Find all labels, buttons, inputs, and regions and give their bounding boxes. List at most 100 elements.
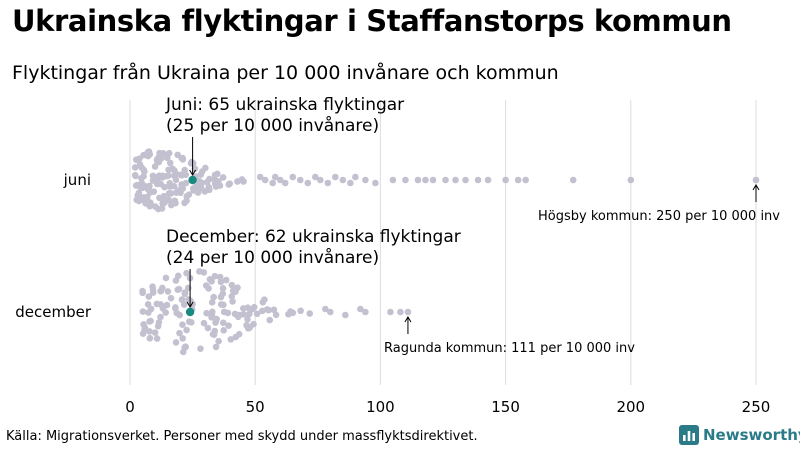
- data-point: [174, 272, 182, 280]
- data-point: [140, 321, 147, 328]
- data-point: [166, 183, 174, 190]
- data-point: [197, 345, 204, 352]
- chart-subtitle: Flyktingar från Ukraina per 10 000 invån…: [12, 62, 559, 84]
- data-point: [140, 151, 147, 159]
- data-point: [144, 186, 152, 193]
- data-point: [157, 180, 165, 188]
- data-point: [159, 149, 167, 157]
- max-annotation: Högsby kommun: 250 per 10 000 inv: [538, 209, 780, 224]
- data-point: [235, 330, 243, 338]
- data-point: [332, 173, 339, 181]
- data-point: [484, 176, 492, 184]
- data-point: [462, 176, 469, 184]
- data-point: [362, 176, 369, 184]
- data-point: [166, 159, 174, 167]
- data-point: [230, 287, 237, 295]
- data-point: [141, 326, 148, 334]
- data-point: [228, 281, 236, 289]
- data-point: [181, 199, 188, 207]
- data-point: [219, 290, 227, 298]
- data-point: [372, 179, 379, 187]
- data-point: [159, 284, 166, 292]
- data-point: [165, 166, 172, 174]
- data-point: [627, 176, 635, 184]
- highlight-point: [188, 175, 197, 185]
- x-gridlines: [129, 100, 757, 385]
- data-point: [180, 301, 188, 308]
- data-point: [179, 335, 187, 342]
- data-point: [155, 319, 163, 326]
- data-point: [182, 179, 190, 187]
- source-note: Källa: Migrationsverket. Personer med sk…: [6, 429, 478, 444]
- data-point: [324, 179, 332, 187]
- highlight-annotation-line: Juni: 65 ukrainska flyktingar: [165, 95, 404, 115]
- x-tick-label: 150: [491, 398, 520, 416]
- data-point: [296, 176, 304, 184]
- data-point: [179, 185, 187, 192]
- newsworthy-logo-text: Newsworthy: [703, 426, 800, 444]
- data-point: [191, 165, 199, 172]
- data-point: [347, 179, 354, 187]
- data-point: [136, 161, 144, 168]
- data-point: [202, 282, 210, 289]
- data-point: [181, 344, 188, 351]
- data-point: [179, 154, 186, 162]
- data-point: [219, 174, 227, 181]
- data-point: [397, 308, 404, 316]
- data-point: [281, 179, 289, 187]
- row-0: juni Juni: 65 ukrainska flyktingar(25 per…: [63, 95, 781, 224]
- beeswarm-chart: 0 50 100 150 200 250 juni Juni: 65 ukrainska fl…: [15, 95, 781, 416]
- row-label: december: [15, 303, 92, 321]
- data-point: [256, 173, 264, 181]
- data-point: [172, 339, 180, 346]
- row-label: juni: [63, 171, 91, 189]
- data-point: [404, 308, 412, 316]
- data-point: [195, 180, 203, 188]
- max-arrow-head: [752, 184, 760, 191]
- data-point: [342, 311, 349, 319]
- data-point: [306, 310, 314, 317]
- data-point: [362, 308, 369, 316]
- data-point: [133, 196, 140, 204]
- data-point: [146, 202, 154, 210]
- data-point: [234, 178, 241, 185]
- data-point: [289, 173, 297, 181]
- data-point: [244, 315, 251, 323]
- data-point: [146, 150, 154, 158]
- data-point: [200, 319, 208, 327]
- data-point: [187, 159, 195, 167]
- data-point: [183, 326, 190, 334]
- data-point: [210, 293, 217, 301]
- data-point: [157, 301, 164, 308]
- data-point: [234, 313, 242, 321]
- data-point: [155, 173, 162, 181]
- data-point: [259, 298, 267, 306]
- data-point: [187, 319, 195, 326]
- data-point: [176, 311, 183, 319]
- data-point: [203, 309, 210, 317]
- newsworthy-logo[interactable]: Newsworthy: [679, 425, 800, 445]
- data-point: [145, 293, 153, 300]
- data-point: [240, 178, 247, 185]
- highlight-arrow-head: [189, 169, 197, 176]
- data-point: [429, 176, 437, 184]
- data-point: [204, 324, 212, 332]
- data-point: [219, 319, 227, 327]
- data-point: [297, 307, 304, 315]
- max-arrow-head: [404, 316, 412, 323]
- x-tick-label: 250: [742, 398, 771, 416]
- chart-title: Ukrainska flyktingar i Staffanstorps kom…: [12, 4, 732, 38]
- data-point: [131, 164, 139, 171]
- data-point: [389, 176, 397, 184]
- data-point: [181, 289, 189, 296]
- data-point: [569, 176, 577, 184]
- data-point: [327, 308, 334, 316]
- data-point: [220, 327, 228, 334]
- data-point: [183, 269, 190, 277]
- data-point: [206, 186, 213, 194]
- data-point: [208, 299, 216, 306]
- highlight-annotation-line: December: 62 ukrainska flyktingar: [166, 227, 461, 247]
- data-point: [157, 313, 164, 321]
- data-point: [269, 179, 277, 187]
- data-point: [132, 182, 140, 189]
